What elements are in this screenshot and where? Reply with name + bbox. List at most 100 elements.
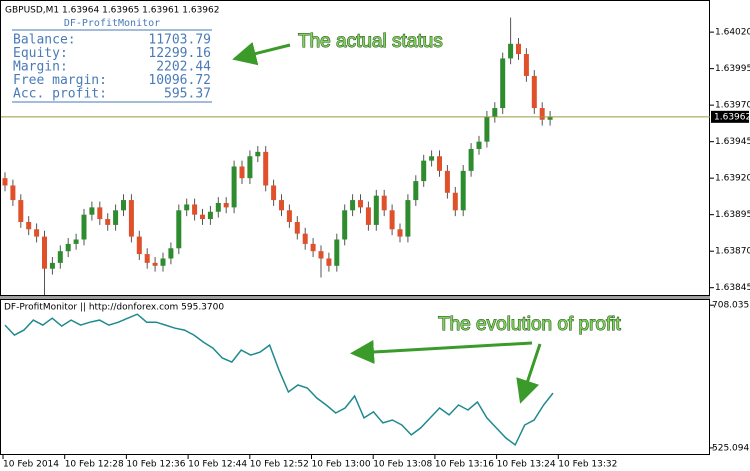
candle-body <box>97 207 103 220</box>
candle-body <box>26 221 32 230</box>
time-label: 10 Feb 12:52 <box>250 460 309 470</box>
candle-body <box>105 219 111 225</box>
candle-body <box>397 229 403 237</box>
candle-body <box>160 258 166 266</box>
y-tick-label: 1.63945 <box>715 137 750 147</box>
arrow <box>350 339 533 364</box>
candle-body <box>460 170 466 211</box>
candle-body <box>444 170 450 193</box>
candle-body <box>318 251 324 259</box>
candle-body <box>358 200 363 208</box>
indicator-title: DF-ProfitMonitor || http://donforex.com … <box>4 303 224 313</box>
current-price-label: 1.63962 <box>714 112 750 122</box>
candle-body <box>523 54 529 76</box>
monitor-label: Balance: <box>13 33 76 48</box>
candle-body <box>468 148 474 171</box>
candle-body <box>334 239 340 266</box>
candle-body <box>531 75 537 109</box>
arrow <box>232 41 291 66</box>
monitor-label: Margin: <box>13 60 68 75</box>
monitor-value: 11703.79 <box>148 33 211 48</box>
candle-body <box>113 210 119 225</box>
time-label: 10 Feb 13:16 <box>435 460 494 470</box>
time-label: 10 Feb 13:08 <box>373 460 432 470</box>
time-label: 10 Feb 13:00 <box>312 460 371 470</box>
candle-body <box>49 262 55 269</box>
candle-body <box>207 211 213 220</box>
candle-body <box>437 156 442 171</box>
candle-body <box>476 141 482 149</box>
candle-body <box>168 248 174 259</box>
candle-body <box>373 195 379 225</box>
monitor-value: 10096.72 <box>148 73 211 88</box>
candle-body <box>516 43 521 55</box>
y-tick-label: 1.63995 <box>715 64 750 74</box>
symbol-header: GBPUSD,M1 1.63964 1.63965 1.63961 1.6396… <box>5 6 219 16</box>
monitor-value: 12299.16 <box>148 46 211 61</box>
y-tick-label: 1.64020 <box>715 28 750 38</box>
candle-body <box>2 178 8 186</box>
candle-body <box>81 214 87 240</box>
y-tick-label: 1.63920 <box>715 174 750 184</box>
candle-body <box>34 229 40 237</box>
panel-separator <box>0 296 710 299</box>
candle-body <box>389 210 395 230</box>
candle-body <box>215 202 221 212</box>
candle-body <box>547 116 553 120</box>
candle-body <box>89 207 95 215</box>
candle-body <box>192 204 198 215</box>
arrow <box>516 343 542 404</box>
candle-body <box>342 210 348 240</box>
candle-body <box>18 200 24 222</box>
time-label: 10 Feb 12:44 <box>188 460 247 470</box>
candle-body <box>350 200 356 211</box>
main-panel <box>0 0 710 296</box>
candle-body <box>255 151 261 157</box>
candle-body <box>144 254 150 263</box>
candle-body <box>128 200 134 237</box>
candle-body <box>152 262 158 266</box>
candle-body <box>421 160 427 182</box>
candle-body <box>279 200 284 211</box>
candle-body <box>429 156 435 161</box>
candle-body <box>302 233 308 244</box>
candle-body <box>294 221 300 234</box>
candle-body <box>310 243 316 252</box>
time-label: 10 Feb 12:36 <box>126 460 185 470</box>
annotation: The actual status <box>298 31 443 52</box>
candle-body <box>65 243 71 252</box>
candle-body <box>184 204 190 211</box>
profit-line <box>4 313 554 447</box>
candle-body <box>271 185 277 201</box>
annotation: The evolution of profit <box>438 314 621 335</box>
y-tick-label: 1.63895 <box>715 210 750 220</box>
monitor-label: Free margin: <box>13 73 107 88</box>
y-tick-label: 525.0945 <box>712 443 750 453</box>
candle-body <box>176 210 182 249</box>
candle-body <box>539 108 545 120</box>
time-label: 10 Feb 13:32 <box>558 460 617 470</box>
candle-body <box>326 258 332 266</box>
candle-body <box>136 236 142 255</box>
candle-body <box>263 151 269 186</box>
candle-body <box>42 236 47 269</box>
candle-body <box>405 200 411 237</box>
monitor-label: Acc. profit: <box>13 87 107 102</box>
monitor-label: Equity: <box>13 46 68 61</box>
monitor-title: DF-ProfitMonitor <box>64 18 160 29</box>
candle-body <box>121 200 126 211</box>
candle-body <box>381 195 387 211</box>
monitor-value: 595.37 <box>164 87 211 102</box>
monitor-value: 2202.44 <box>156 60 211 75</box>
candle-body <box>413 181 419 201</box>
candle-body <box>223 202 229 208</box>
candle-body <box>286 210 292 222</box>
y-tick-label: 1.63845 <box>715 283 750 293</box>
y-tick-label: 1.63870 <box>715 247 750 257</box>
time-label: 10 Feb 13:24 <box>497 460 556 470</box>
time-label: 10 Feb 2014 <box>3 460 59 470</box>
candle-body <box>500 58 506 109</box>
candle-body <box>484 116 490 142</box>
